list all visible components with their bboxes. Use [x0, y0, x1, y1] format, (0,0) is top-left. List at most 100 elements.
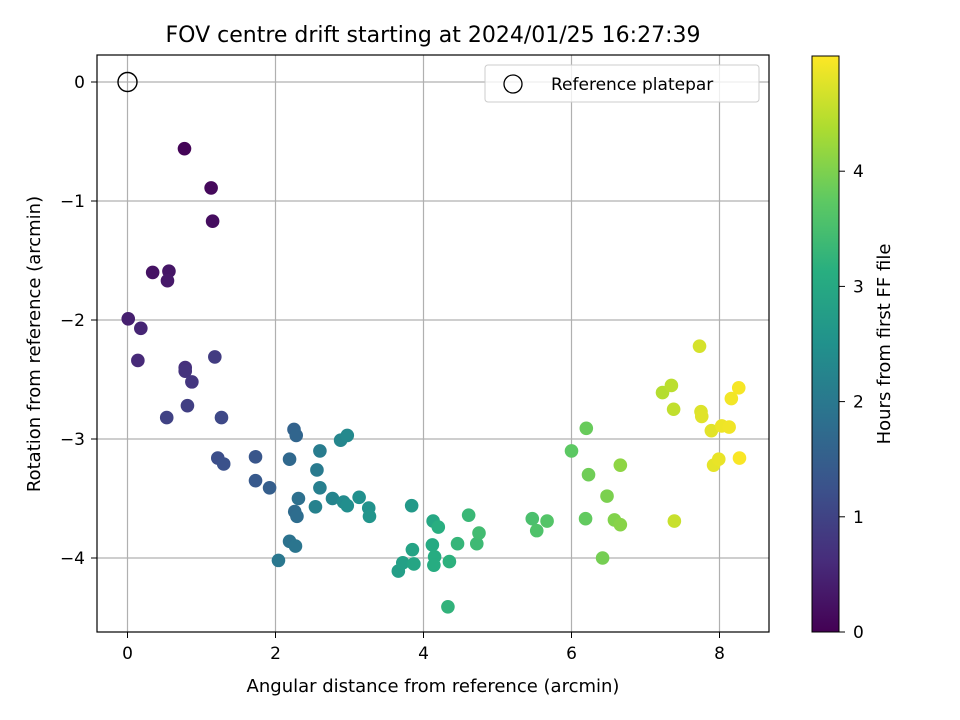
reference-marker [117, 71, 138, 93]
data-point [405, 542, 420, 557]
data-point [525, 511, 540, 526]
data-point [204, 181, 218, 195]
data-point [442, 554, 457, 569]
data-point [134, 321, 148, 336]
data-point [579, 421, 594, 436]
data-point [600, 489, 614, 503]
y-tick-label: −4 [60, 549, 85, 569]
data-point [288, 539, 303, 553]
data-point [289, 428, 304, 443]
legend-label: Reference platepar [551, 75, 713, 95]
y-tick-label: −3 [60, 430, 85, 450]
legend-marker [503, 74, 523, 94]
colorbar-tick-label: 1 [853, 508, 864, 528]
data-point [613, 458, 628, 472]
data-point [178, 364, 193, 378]
data-point [529, 523, 544, 538]
x-tick-label: 8 [714, 644, 725, 664]
y-tick-label: 0 [74, 73, 85, 93]
data-point [282, 452, 297, 467]
data-point [310, 463, 324, 477]
data-point [340, 428, 355, 443]
data-point [722, 420, 736, 434]
data-point [290, 509, 304, 524]
data-point [340, 498, 355, 513]
legend: Reference platepar [484, 64, 760, 103]
data-point [427, 558, 441, 572]
data-point [362, 509, 377, 524]
data-point [461, 508, 476, 522]
data-point [208, 350, 222, 364]
x-axis-ticks: 0 2 4 6 8 [122, 632, 725, 664]
data-point [121, 312, 136, 326]
data-point [160, 273, 175, 288]
colorbar-tick-label: 0 [853, 623, 864, 643]
data-point [469, 536, 484, 551]
data-point [313, 444, 327, 458]
data-point [664, 378, 679, 393]
data-point [694, 409, 709, 424]
data-point [441, 599, 455, 614]
data-point [271, 553, 286, 568]
data-point [472, 526, 486, 540]
data-points [117, 71, 747, 614]
data-point [431, 520, 446, 534]
y-axis-label: Rotation from reference (arcmin) [24, 196, 45, 492]
data-point [711, 452, 726, 467]
data-point [352, 490, 366, 505]
colorbar-ticks: 0 1 2 3 4 [839, 162, 864, 643]
grid-lines [97, 55, 769, 632]
colorbar-tick-label: 4 [853, 162, 864, 182]
data-point [214, 410, 229, 425]
colorbar-gradient [811, 55, 840, 633]
data-point [731, 381, 746, 395]
data-point [145, 265, 160, 280]
colorbar-tick-label: 2 [853, 393, 864, 413]
data-point [308, 500, 323, 514]
colorbar-tick-label: 3 [853, 277, 864, 297]
plot-frame [96, 54, 770, 633]
data-point [131, 353, 145, 368]
data-point [667, 514, 682, 528]
data-point [248, 450, 263, 464]
legend-box [484, 64, 760, 103]
data-point [564, 444, 579, 458]
data-point [313, 480, 327, 495]
data-point [180, 398, 195, 413]
data-point [248, 473, 263, 488]
y-tick-label: −2 [60, 311, 85, 331]
data-point [291, 491, 306, 506]
y-tick-label: −1 [60, 192, 85, 212]
data-point [262, 480, 277, 495]
data-point [732, 451, 747, 465]
colorbar: 0 1 2 3 4 Hours from first FF file [811, 55, 895, 643]
x-axis-label: Angular distance from reference (arcmin) [247, 676, 620, 697]
data-point [425, 538, 440, 552]
data-point [704, 423, 719, 438]
data-point [159, 410, 174, 425]
data-point [404, 498, 419, 513]
data-point [325, 491, 340, 506]
data-point [205, 214, 220, 229]
chart-title: FOV centre drift starting at 2024/01/25 … [166, 23, 701, 48]
data-point [692, 339, 707, 353]
colorbar-label: Hours from first FF file [874, 244, 895, 445]
data-point [407, 557, 421, 571]
data-point [613, 517, 628, 532]
data-point [395, 555, 410, 570]
data-point [185, 375, 199, 389]
data-point [724, 391, 739, 406]
data-point [450, 536, 465, 551]
x-tick-label: 2 [270, 644, 281, 664]
x-tick-label: 4 [418, 644, 429, 664]
data-point [216, 457, 231, 471]
data-point [540, 514, 554, 528]
data-point [581, 467, 596, 482]
data-point [666, 402, 681, 417]
x-tick-label: 0 [122, 644, 133, 664]
data-point [578, 511, 593, 526]
data-point [595, 551, 610, 565]
x-tick-label: 6 [566, 644, 577, 664]
y-axis-ticks: 0 −1 −2 −3 −4 [60, 73, 97, 569]
